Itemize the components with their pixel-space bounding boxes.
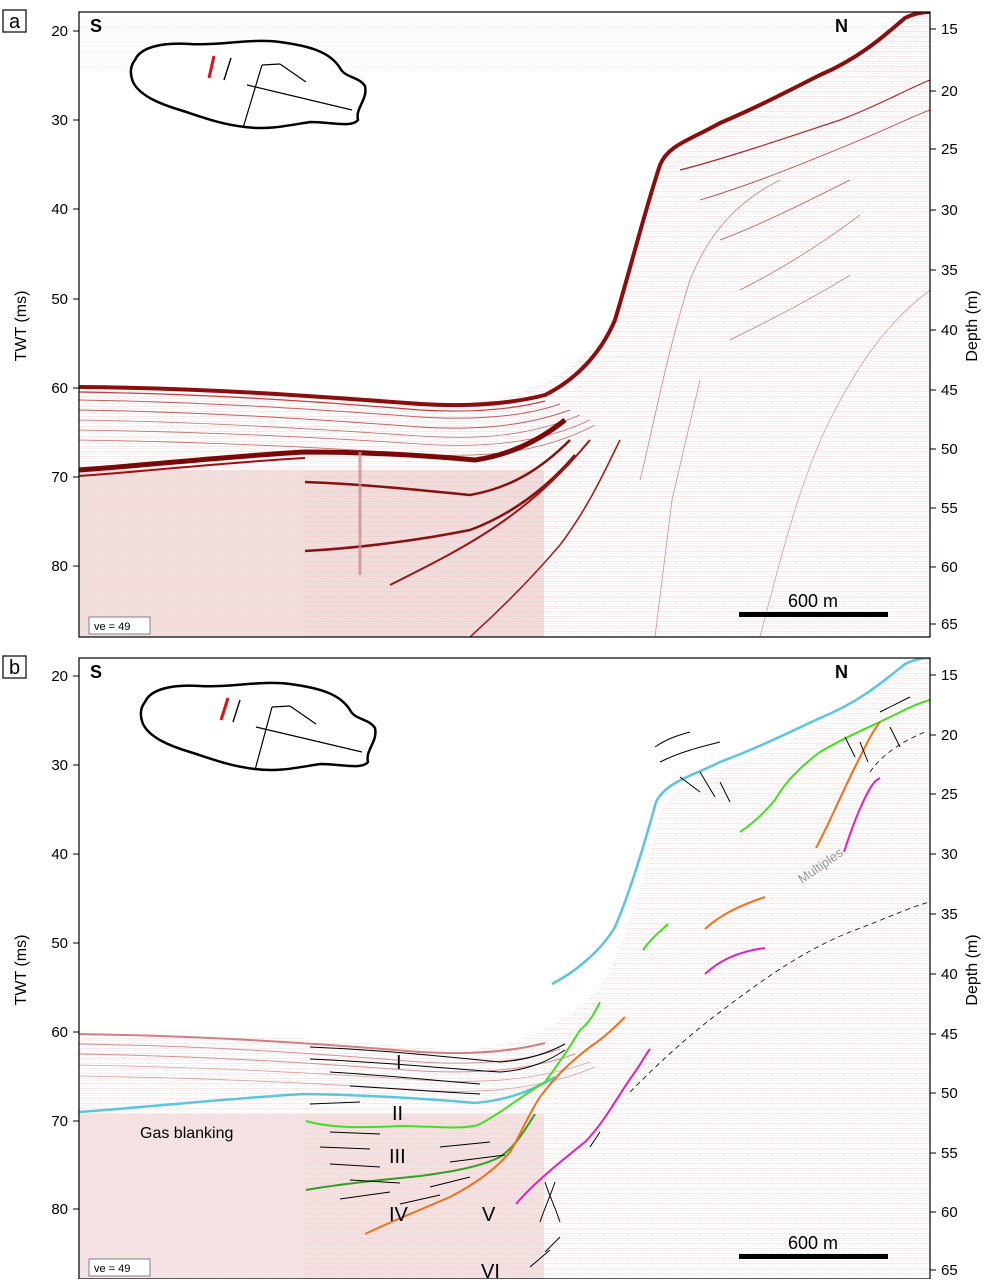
depth-tick: 20 [941, 83, 958, 100]
gas-blanking-label: Gas blanking [140, 1125, 233, 1142]
interpreted-section [79, 658, 930, 1279]
direction-south: S [90, 662, 102, 682]
direction-north: N [835, 662, 848, 682]
lake-outline [129, 39, 367, 130]
depth-tick: 40 [941, 966, 958, 983]
profile-location-line [207, 55, 216, 79]
scale-bar: 600 m [739, 591, 888, 617]
scale-bar-label: 600 m [788, 591, 838, 611]
horizon-orange [364, 1016, 626, 1235]
unit-label-VI: VI [481, 1261, 500, 1279]
depth-tick: 30 [941, 202, 958, 219]
twt-tick: 70 [51, 1113, 68, 1130]
direction-south: S [90, 16, 102, 36]
unit-label-III: III [389, 1146, 406, 1168]
depth-tick: 35 [941, 906, 958, 923]
twt-axis-label: TWT (ms) [13, 291, 30, 362]
panel-a: a S [0, 0, 989, 640]
seafloor-reflector [79, 12, 930, 408]
depth-tick: 45 [941, 382, 958, 399]
seismic-section [79, 12, 930, 637]
unit-labels: I II III IV V VI [389, 1052, 500, 1283]
ve-label: ve = 49 [94, 621, 130, 633]
twt-tick: 60 [51, 380, 68, 397]
multiples-dashed-line [629, 901, 930, 1093]
unit-label-V: V [482, 1204, 496, 1226]
unit-label-I: I [396, 1052, 402, 1074]
twt-tick: 50 [51, 935, 68, 952]
twt-axis-label: TWT (ms) [13, 935, 30, 1006]
twt-tick: 60 [51, 1024, 68, 1041]
twt-tick: 20 [51, 23, 68, 40]
depth-axis-label: Depth (m) [964, 934, 981, 1005]
twt-tick: 80 [51, 558, 68, 575]
depth-tick: 30 [941, 846, 958, 863]
twt-tick: 30 [51, 757, 68, 774]
twt-axis: 20 30 40 50 60 70 80 [51, 23, 79, 575]
twt-tick: 70 [51, 469, 68, 486]
location-map-inset [139, 681, 377, 772]
scale-bar: 600 m [739, 1233, 888, 1259]
panel-letter-box [2, 9, 27, 33]
twt-tick: 40 [51, 846, 68, 863]
horizon-green [305, 1001, 601, 1129]
depth-tick: 55 [941, 500, 958, 517]
depth-tick: 65 [941, 616, 958, 633]
reflector-tracings [309, 696, 911, 1268]
depth-tick: 55 [941, 1145, 958, 1162]
panel-letter-box [2, 655, 27, 679]
depth-tick: 15 [941, 667, 958, 684]
twt-axis: 20 30 40 50 60 70 80 [51, 668, 79, 1218]
unit-label-II: II [392, 1103, 403, 1125]
panel-b-figure: b [2, 655, 981, 1283]
ve-box [88, 616, 151, 635]
depth-tick: 60 [941, 1204, 958, 1221]
location-map-inset [129, 39, 367, 130]
depth-tick: 40 [941, 322, 958, 339]
depth-axis-label: Depth (m) [964, 290, 981, 361]
twt-tick: 50 [51, 291, 68, 308]
depth-tick: 25 [941, 786, 958, 803]
depth-tick: 20 [941, 727, 958, 744]
twt-tick: 20 [51, 668, 68, 685]
depth-tick: 60 [941, 559, 958, 576]
depth-tick: 25 [941, 141, 958, 158]
depth-tick: 45 [941, 1026, 958, 1043]
ve-label: ve = 49 [94, 1263, 130, 1275]
panel-letter: a [9, 11, 21, 33]
scale-bar-label: 600 m [788, 1233, 838, 1253]
depth-tick: 15 [941, 21, 958, 38]
panel-letter: b [9, 657, 20, 679]
panel-b: b [0, 652, 989, 1283]
lake-outline [139, 681, 377, 772]
direction-north: N [835, 16, 848, 36]
depth-tick: 35 [941, 262, 958, 279]
panel-a-figure: a S [2, 9, 981, 638]
depth-axis: 15 20 25 30 35 40 45 50 55 60 65 [930, 21, 958, 633]
depth-tick: 50 [941, 441, 958, 458]
horizon-cyan-basin [79, 1075, 556, 1114]
depth-tick: 50 [941, 1085, 958, 1102]
horizon-cyan-slope [551, 658, 930, 986]
depth-axis: 15 20 25 30 35 40 45 50 55 60 65 [930, 667, 958, 1279]
twt-tick: 30 [51, 112, 68, 129]
unit-label-IV: IV [389, 1204, 409, 1226]
horizon-magenta [515, 1048, 651, 1205]
ve-box [88, 1258, 151, 1277]
profile-location-line [219, 697, 230, 721]
twt-tick: 40 [51, 201, 68, 218]
gas-blanking-zone [79, 470, 304, 637]
depth-tick: 65 [941, 1262, 958, 1279]
twt-tick: 80 [51, 1201, 68, 1218]
